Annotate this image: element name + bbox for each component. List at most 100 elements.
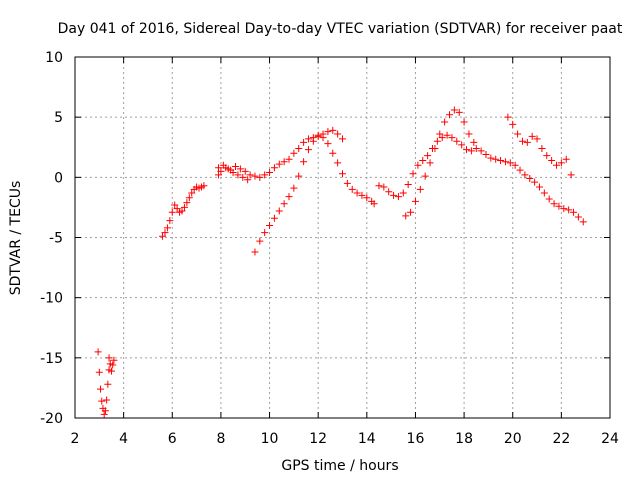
data-point [270, 214, 278, 222]
data-point [506, 159, 514, 167]
data-point [244, 176, 252, 184]
data-point [450, 106, 458, 114]
data-point [110, 356, 118, 364]
data-point [188, 189, 196, 197]
data-point [309, 137, 317, 145]
data-point [448, 134, 456, 142]
x-tick-label: 16 [407, 431, 425, 447]
data-point [477, 147, 485, 155]
data-point [224, 165, 232, 173]
data-point [104, 380, 112, 388]
data-point [557, 159, 565, 167]
data-point [94, 348, 102, 356]
data-point [399, 189, 407, 197]
series-segment-i [504, 113, 575, 179]
data-point [540, 189, 548, 197]
data-point [290, 184, 298, 192]
data-point [100, 410, 108, 418]
data-point [497, 156, 505, 164]
data-point [256, 237, 264, 245]
data-point [438, 134, 446, 142]
data-point [531, 178, 539, 186]
data-point [375, 182, 383, 190]
data-point [579, 218, 587, 226]
data-point [319, 130, 327, 138]
data-point [548, 156, 556, 164]
data-point [538, 144, 546, 152]
y-tick-label: -10 [40, 291, 63, 307]
data-point [407, 208, 415, 216]
data-point [433, 137, 441, 145]
chart-title: Day 041 of 2016, Sidereal Day-to-day VTE… [58, 21, 623, 37]
data-point [314, 132, 322, 140]
data-point [394, 193, 402, 201]
data-point [329, 126, 337, 134]
data-point [173, 205, 181, 213]
data-point [402, 212, 410, 220]
data-point [404, 181, 412, 189]
series-segment-b [105, 354, 118, 375]
data-point [161, 229, 169, 237]
data-point [241, 167, 249, 175]
data-point [353, 189, 361, 197]
data-point [358, 191, 366, 199]
data-point [441, 118, 449, 126]
data-point [329, 149, 337, 157]
data-point [166, 217, 174, 225]
data-point [304, 146, 312, 154]
data-point [324, 140, 332, 148]
data-point [409, 170, 417, 178]
data-point [103, 396, 111, 404]
x-tick-label: 22 [552, 431, 570, 447]
data-point [275, 207, 283, 215]
data-point [487, 154, 495, 162]
data-point [232, 163, 239, 171]
y-tick-label: -15 [40, 351, 63, 367]
data-point [436, 130, 444, 138]
data-point [285, 155, 293, 163]
data-point [270, 164, 278, 172]
data-point [518, 137, 526, 145]
data-point [178, 207, 186, 215]
x-tick-label: 2 [71, 431, 80, 447]
x-tick-label: 18 [455, 431, 473, 447]
series-segment-e [214, 161, 252, 184]
data-point [256, 173, 264, 181]
data-point [229, 169, 237, 177]
data-point [261, 171, 269, 179]
data-point [214, 171, 222, 179]
data-point [535, 183, 543, 191]
data-point [163, 224, 171, 232]
data-point [543, 152, 551, 160]
data-point [516, 166, 524, 174]
data-point [555, 202, 563, 210]
data-point [545, 195, 553, 203]
x-tick-label: 24 [601, 431, 619, 447]
data-point [95, 368, 103, 376]
data-point [467, 147, 475, 155]
data-point [419, 156, 427, 164]
data-point [324, 128, 332, 136]
data-point [511, 161, 519, 169]
x-axis-label: GPS time / hours [281, 458, 398, 474]
x-tick-label: 6 [168, 431, 177, 447]
y-tick-label: 0 [54, 170, 63, 186]
x-tick-label: 14 [358, 431, 376, 447]
data-point [553, 161, 560, 169]
data-point [97, 385, 105, 393]
data-point [426, 159, 434, 167]
x-tick-label: 8 [216, 431, 225, 447]
data-point [455, 108, 463, 116]
data-point [159, 232, 167, 240]
data-point [334, 130, 342, 138]
data-point [300, 158, 308, 166]
x-tick-label: 20 [504, 431, 522, 447]
data-point [414, 161, 422, 169]
data-point [295, 144, 303, 152]
data-point [246, 171, 254, 179]
data-point [565, 206, 573, 214]
data-point [343, 179, 351, 187]
y-tick-label: -5 [49, 231, 63, 247]
data-point [431, 144, 439, 152]
